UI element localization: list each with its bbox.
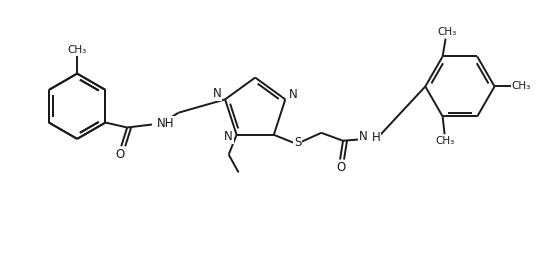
Text: N: N [359, 130, 368, 143]
Text: O: O [336, 161, 346, 174]
Text: CH₃: CH₃ [512, 82, 531, 91]
Text: N: N [213, 87, 222, 100]
Text: CH₃: CH₃ [437, 27, 456, 37]
Text: NH: NH [157, 117, 174, 130]
Text: CH₃: CH₃ [68, 45, 87, 55]
Text: CH₃: CH₃ [435, 136, 454, 146]
Text: O: O [116, 148, 125, 161]
Text: N: N [289, 88, 298, 101]
Text: N: N [224, 130, 233, 143]
Text: S: S [294, 136, 301, 149]
Text: H: H [372, 131, 381, 144]
